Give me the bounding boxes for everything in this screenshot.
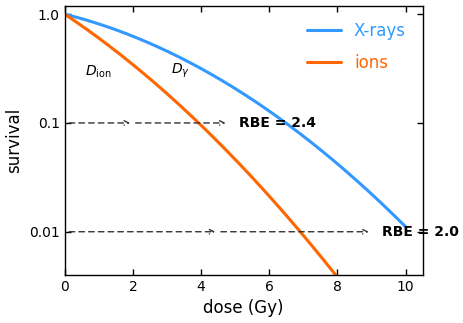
Y-axis label: survival: survival	[6, 108, 24, 173]
Text: RBE = 2.0: RBE = 2.0	[381, 225, 457, 239]
Line: ions: ions	[64, 14, 405, 323]
ions	[62, 12, 67, 16]
ions	[327, 266, 332, 270]
X-rays	[295, 131, 301, 135]
Legend: X-rays, ions: X-rays, ions	[298, 14, 413, 80]
X-rays	[62, 12, 67, 16]
X-rays	[97, 22, 102, 26]
ions	[212, 137, 217, 141]
X-rays	[212, 74, 217, 78]
Line: X-rays: X-rays	[64, 14, 405, 227]
ions	[295, 228, 301, 232]
ions	[333, 274, 339, 278]
ions	[200, 125, 205, 129]
Text: $D_\gamma$: $D_\gamma$	[171, 61, 190, 80]
X-rays	[333, 161, 339, 165]
Text: $D_{\mathrm{ion}}$: $D_{\mathrm{ion}}$	[85, 63, 112, 80]
X-rays	[200, 68, 205, 71]
X-rays	[327, 156, 332, 160]
Text: RBE = 2.4: RBE = 2.4	[238, 116, 315, 130]
ions	[97, 37, 102, 41]
X-axis label: dose (Gy): dose (Gy)	[203, 299, 283, 318]
X-rays	[402, 225, 407, 229]
